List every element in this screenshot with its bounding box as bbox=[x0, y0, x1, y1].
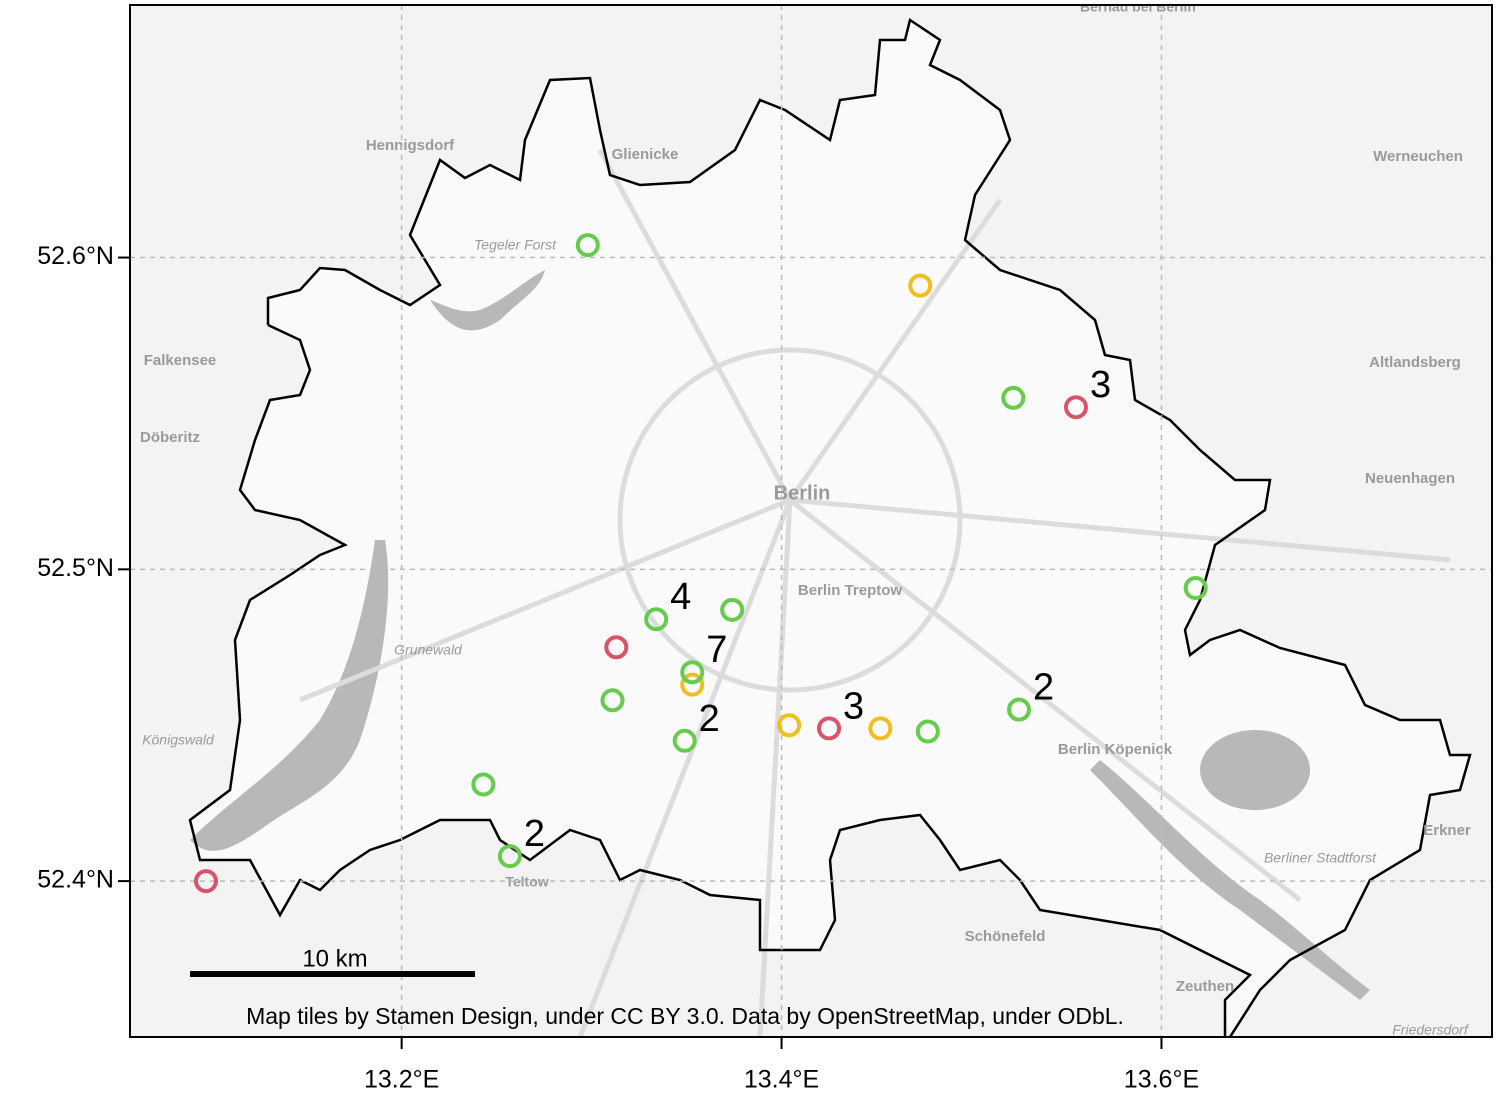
roads bbox=[299, 148, 1451, 1037]
point bbox=[777, 713, 802, 738]
point-count-label: 2 bbox=[524, 813, 545, 855]
point bbox=[915, 719, 940, 744]
point bbox=[497, 844, 522, 869]
point bbox=[680, 660, 705, 685]
city-boundary bbox=[188, 17, 1472, 1037]
point bbox=[720, 597, 745, 622]
scale-bar-label: 10 km bbox=[302, 945, 367, 972]
place-label: Erkner bbox=[1423, 822, 1471, 839]
x-tick-label: 13.6°E bbox=[1124, 1066, 1199, 1094]
point bbox=[644, 607, 669, 632]
place-label: Berlin bbox=[774, 482, 831, 504]
place-label: Döberitz bbox=[140, 429, 200, 446]
basemap: Bernau bei Berlin Hennigsdorf Glienicke Wer… bbox=[130, 0, 1492, 1038]
place-label: Falkensee bbox=[144, 352, 217, 369]
place-label: Neuenhagen bbox=[1365, 470, 1455, 487]
place-label: Bernau bei Berlin bbox=[1080, 0, 1196, 15]
place-label: Zeuthen bbox=[1176, 978, 1234, 995]
place-label: Berlin Treptow bbox=[798, 582, 903, 599]
x-tick-label: 13.4°E bbox=[744, 1066, 819, 1094]
point bbox=[193, 869, 218, 894]
place-label: Grunewald bbox=[394, 642, 463, 658]
place-label: Teltow bbox=[505, 874, 548, 890]
point bbox=[604, 635, 629, 660]
point bbox=[1001, 385, 1026, 410]
point bbox=[1007, 697, 1032, 722]
point bbox=[1063, 395, 1088, 420]
place-label: Glienicke bbox=[612, 146, 679, 163]
place-label: Schönefeld bbox=[965, 928, 1046, 945]
point-count-label: 3 bbox=[1090, 364, 1111, 406]
place-label: Königswald bbox=[142, 732, 215, 748]
point bbox=[908, 273, 933, 298]
point bbox=[1183, 576, 1208, 601]
point-count-label: 2 bbox=[699, 698, 720, 740]
point-count-label: 7 bbox=[706, 629, 727, 671]
point bbox=[868, 716, 893, 741]
place-label: Berlin Köpenick bbox=[1058, 741, 1173, 758]
point-count-label: 4 bbox=[670, 576, 691, 618]
y-tick-label: 52.4°N bbox=[37, 866, 114, 894]
water bbox=[190, 270, 1370, 1000]
point bbox=[600, 688, 625, 713]
place-label: Berliner Stadtforst bbox=[1264, 850, 1377, 866]
place-label: Werneuchen bbox=[1373, 148, 1463, 165]
place-label: Hennigsdorf bbox=[366, 137, 455, 154]
point-count-label: 2 bbox=[1033, 667, 1054, 709]
place-label: Tegeler Forst bbox=[474, 237, 557, 253]
y-tick-label: 52.5°N bbox=[37, 554, 114, 582]
point bbox=[575, 233, 600, 258]
point-count-label: 3 bbox=[843, 685, 864, 727]
attribution: Map tiles by Stamen Design, under CC BY … bbox=[246, 1003, 1124, 1029]
place-label: Friedersdorf bbox=[1392, 1022, 1470, 1038]
point bbox=[672, 728, 697, 753]
point bbox=[817, 716, 842, 741]
x-tick-label: 13.2°E bbox=[364, 1066, 439, 1094]
point bbox=[471, 772, 496, 797]
plot-frame bbox=[129, 4, 1493, 1038]
place-label: Altlandsberg bbox=[1369, 354, 1461, 371]
point bbox=[680, 672, 705, 697]
y-tick-label: 52.6°N bbox=[37, 242, 114, 270]
